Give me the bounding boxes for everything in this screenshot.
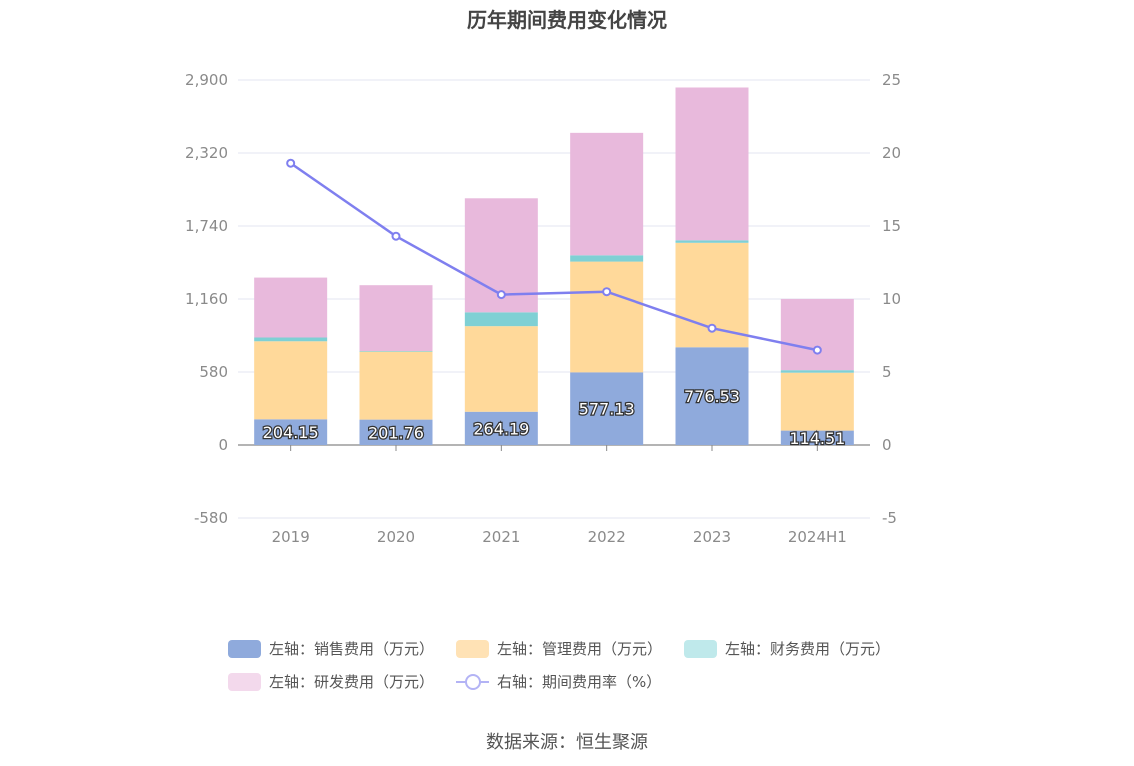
legend-label-finance: 左轴：财务费用（万元）: [725, 640, 891, 658]
bar-sales: [254, 419, 328, 445]
bar-finance: [675, 240, 749, 243]
bar-admin: [570, 261, 644, 373]
bar-finance: [464, 312, 538, 327]
legend-swatch-rate: [456, 673, 490, 691]
legend-label-rd: 左轴：研发费用（万元）: [269, 673, 435, 691]
legend-swatch-sales: [228, 639, 261, 658]
data-label-sales: 114.51: [789, 429, 845, 448]
right-tick-label: 10: [882, 290, 901, 308]
bar-finance: [254, 337, 328, 342]
legend-item-sales[interactable]: 左轴：销售费用（万元）: [228, 638, 434, 659]
legend-swatch-admin: [456, 639, 490, 658]
legend-row-2: 左轴：研发费用（万元） 右轴：期间费用率（%）: [228, 665, 928, 698]
left-tick-label: 580: [199, 363, 228, 381]
legend-item-rd[interactable]: 左轴：研发费用（万元）: [228, 671, 434, 692]
left-tick-label: 0: [218, 436, 228, 454]
line-point: [496, 290, 506, 300]
bar-sales: [464, 411, 538, 445]
legend-item-admin[interactable]: 左轴：管理费用（万元）: [456, 638, 662, 659]
bar-sales: [570, 372, 644, 445]
x-tick-label: 2024H1: [788, 528, 847, 546]
right-tick-label: 0: [882, 436, 892, 454]
legend-swatch-rd: [228, 672, 261, 691]
bar-admin: [254, 341, 328, 420]
right-tick-label: 25: [882, 71, 901, 89]
data-label-sales: 204.15: [263, 423, 319, 442]
data-label-sales: 264.19: [473, 419, 529, 438]
bar-sales: [780, 430, 854, 445]
bar-sales: [359, 419, 433, 445]
source-note: 数据来源：恒生聚源: [486, 732, 648, 753]
bar-rd: [359, 285, 433, 352]
line-point: [707, 323, 717, 333]
left-tick-label: 2,900: [185, 71, 228, 89]
line-point: [602, 287, 612, 297]
bar-finance: [570, 255, 644, 262]
left-tick-label: 1,740: [185, 217, 228, 235]
bar-rd: [570, 132, 644, 256]
legend-item-rate[interactable]: 右轴：期间费用率（%）: [456, 671, 661, 692]
left-tick-label: 1,160: [185, 290, 228, 308]
legend-label-rate: 右轴：期间费用率（%）: [497, 673, 662, 691]
legend-label-sales: 左轴：销售费用（万元）: [269, 640, 435, 658]
bar-finance: [780, 370, 854, 373]
bar-finance: [359, 351, 433, 352]
bar-rd: [254, 277, 328, 338]
legend-label-admin: 左轴：管理费用（万元）: [497, 640, 663, 658]
data-label-sales: 201.76: [368, 423, 424, 442]
line-point: [391, 231, 401, 241]
right-tick-label: 20: [882, 144, 901, 162]
x-tick-label: 2021: [482, 528, 520, 546]
bar-rd: [780, 298, 854, 371]
legend-row-1: 左轴：销售费用（万元） 左轴：管理费用（万元） 左轴：财务费用（万元）: [228, 632, 928, 665]
data-label-sales: 577.13: [579, 400, 635, 419]
x-tick-label: 2023: [693, 528, 731, 546]
legend: 左轴：销售费用（万元） 左轴：管理费用（万元） 左轴：财务费用（万元） 左轴：研…: [228, 632, 928, 698]
right-tick-label: 15: [882, 217, 901, 235]
stacked-bar-line-chart: 2,900 2,320 1,740 1,160 580 0 -580 25 20 15 10 5 0 -5…: [185, 71, 901, 546]
bar-admin: [359, 351, 433, 420]
right-tick-label: -5: [882, 509, 897, 527]
legend-item-finance[interactable]: 左轴：财务费用（万元）: [684, 638, 890, 659]
x-tick-label: 2019: [272, 528, 310, 546]
legend-swatch-finance: [684, 639, 718, 658]
right-tick-label: 5: [882, 363, 892, 381]
line-point: [286, 158, 296, 168]
line-expense-rate: [289, 162, 818, 352]
left-tick-label: 2,320: [185, 144, 228, 162]
x-tick-label: 2020: [377, 528, 415, 546]
bar-rd: [675, 87, 749, 241]
x-tick-label: 2022: [588, 528, 626, 546]
chart-title: 历年期间费用变化情况: [467, 8, 667, 32]
bar-admin: [464, 326, 538, 412]
bar-sales: [675, 347, 749, 445]
bar-admin: [780, 372, 854, 431]
left-tick-label: -580: [194, 509, 228, 527]
data-label-sales: 776.53: [684, 387, 740, 406]
line-point: [812, 345, 822, 355]
